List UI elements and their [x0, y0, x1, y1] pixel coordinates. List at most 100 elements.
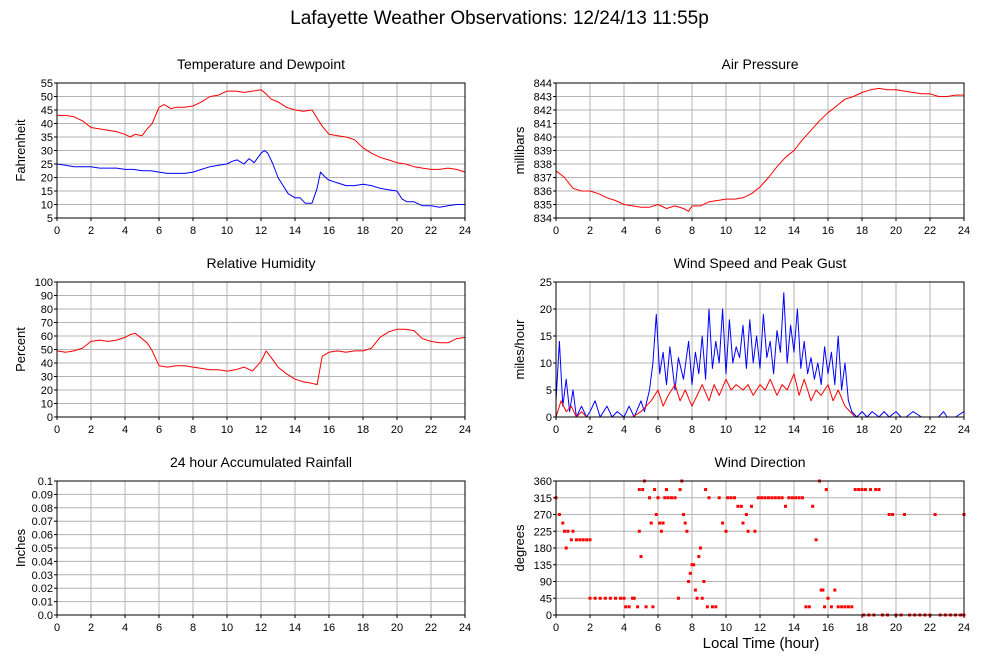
- wind-direction-point: [641, 488, 645, 492]
- x-tick-label: 20: [391, 622, 403, 634]
- chart-24-hour-accumulated-rainfall: 0 2 4 6 8 10 12 14 16 18 20 22 240.00.010.020.030.04…: [13, 454, 471, 634]
- y-tick-label: 270: [534, 510, 552, 522]
- wind-direction-point: [824, 488, 828, 492]
- x-tick-label: 12: [754, 225, 766, 237]
- y-axis-label: Inches: [13, 528, 28, 567]
- chart-title: Wind Speed and Peak Gust: [674, 255, 847, 271]
- y-tick-label: 100: [35, 277, 53, 289]
- wind-direction-point: [717, 496, 721, 500]
- wind-direction-point: [863, 488, 867, 492]
- wind-direction-point: [811, 504, 815, 508]
- wind-direction-point: [744, 513, 748, 516]
- y-tick-label: 180: [534, 543, 552, 555]
- y-tick-label: 20: [540, 304, 552, 316]
- x-tick-label: 4: [621, 225, 627, 237]
- y-tick-label: 843: [534, 92, 552, 104]
- wind-direction-point: [869, 488, 872, 492]
- x-tick-label: 24: [958, 225, 970, 237]
- x-tick-label: 6: [156, 622, 162, 634]
- wind-direction-point: [739, 504, 743, 508]
- wind-direction-point: [750, 504, 753, 508]
- x-tick-label: 24: [459, 424, 471, 436]
- wind-direction-point: [705, 605, 709, 609]
- wind-direction-point: [651, 605, 655, 609]
- y-tick-label: 135: [534, 560, 552, 572]
- wind-direction-point: [687, 580, 691, 583]
- x-tick-label: 24: [958, 424, 970, 436]
- wind-direction-point: [658, 521, 662, 525]
- wind-direction-point: [666, 496, 670, 500]
- y-tick-label: 70: [41, 318, 53, 330]
- x-tick-label: 8: [190, 225, 196, 237]
- x-tick-label: 10: [221, 424, 233, 436]
- y-tick-label: 10: [41, 200, 53, 212]
- wind-direction-point: [644, 605, 648, 609]
- wind-direction-point: [850, 605, 854, 609]
- x-tick-label: 16: [323, 424, 335, 436]
- wind-direction-point: [826, 596, 830, 600]
- y-tick-label: 50: [41, 345, 53, 357]
- y-tick-label: 225: [534, 526, 552, 538]
- y-tick-label: 0.09: [32, 489, 53, 501]
- wind-direction-point: [564, 546, 568, 550]
- wind-direction-point: [619, 596, 623, 600]
- wind-direction-point: [690, 563, 694, 567]
- wind-direction-point: [891, 513, 895, 516]
- x-tick-label: 20: [890, 622, 902, 634]
- wind-direction-point: [746, 529, 750, 533]
- y-tick-label: 0: [47, 412, 53, 424]
- y-tick-label: 90: [540, 577, 552, 589]
- y-tick-label: 25: [41, 159, 53, 171]
- y-tick-label: 10: [540, 358, 552, 370]
- y-tick-label: 15: [41, 186, 53, 198]
- x-tick-label: 22: [425, 622, 437, 634]
- x-tick-label: 14: [788, 225, 800, 237]
- y-tick-label: 20: [41, 385, 53, 397]
- y-tick-label: 25: [540, 277, 552, 289]
- y-axis-label: Percent: [13, 327, 28, 372]
- y-tick-label: 0.03: [32, 570, 53, 582]
- y-tick-label: 844: [534, 78, 552, 90]
- x-tick-label: 2: [587, 424, 593, 436]
- wind-direction-point: [726, 496, 730, 500]
- wind-direction-point: [853, 488, 857, 492]
- x-tick-label: 16: [822, 622, 834, 634]
- wind-direction-point: [833, 588, 837, 592]
- x-tick-label: 16: [323, 622, 335, 634]
- wind-direction-point: [777, 496, 781, 500]
- x-tick-label: 2: [88, 225, 94, 237]
- x-tick-label: 0: [54, 225, 60, 237]
- wind-direction-point: [682, 513, 685, 516]
- wind-direction-point: [693, 588, 697, 592]
- chart-air-pressure: 0 2 4 6 8 10 12 14 16 18 20 22 248348358368378388398…: [512, 56, 970, 237]
- wind-direction-point: [736, 504, 740, 508]
- wind-direction-point: [566, 529, 570, 533]
- wind-direction-point: [663, 496, 667, 500]
- chart-title: Air Pressure: [721, 56, 798, 72]
- y-tick-label: 90: [41, 291, 53, 303]
- wind-direction-point: [683, 521, 687, 525]
- wind-direction-point: [574, 538, 578, 542]
- x-tick-label: 6: [655, 225, 661, 237]
- wind-direction-point: [603, 596, 607, 600]
- x-tick-label: 22: [425, 225, 437, 237]
- x-tick-label: 6: [156, 225, 162, 237]
- x-tick-label: 20: [890, 225, 902, 237]
- wind-direction-point: [819, 588, 823, 592]
- x-tick-label: 14: [289, 225, 301, 237]
- wind-direction-point: [569, 538, 573, 542]
- x-tick-label: 24: [459, 622, 471, 634]
- x-tick-label: 18: [357, 225, 369, 237]
- wind-direction-point: [676, 596, 680, 600]
- x-tick-label: 2: [88, 424, 94, 436]
- y-tick-label: 0.07: [32, 516, 53, 528]
- y-tick-label: 839: [534, 146, 552, 158]
- x-axis-label: Local Time (hour): [702, 635, 820, 652]
- x-tick-label: 18: [856, 424, 868, 436]
- wind-direction-point: [608, 596, 612, 600]
- y-tick-label: 0.06: [32, 530, 53, 542]
- wind-direction-point: [814, 538, 818, 542]
- x-tick-label: 10: [720, 424, 732, 436]
- x-tick-label: 22: [425, 424, 437, 436]
